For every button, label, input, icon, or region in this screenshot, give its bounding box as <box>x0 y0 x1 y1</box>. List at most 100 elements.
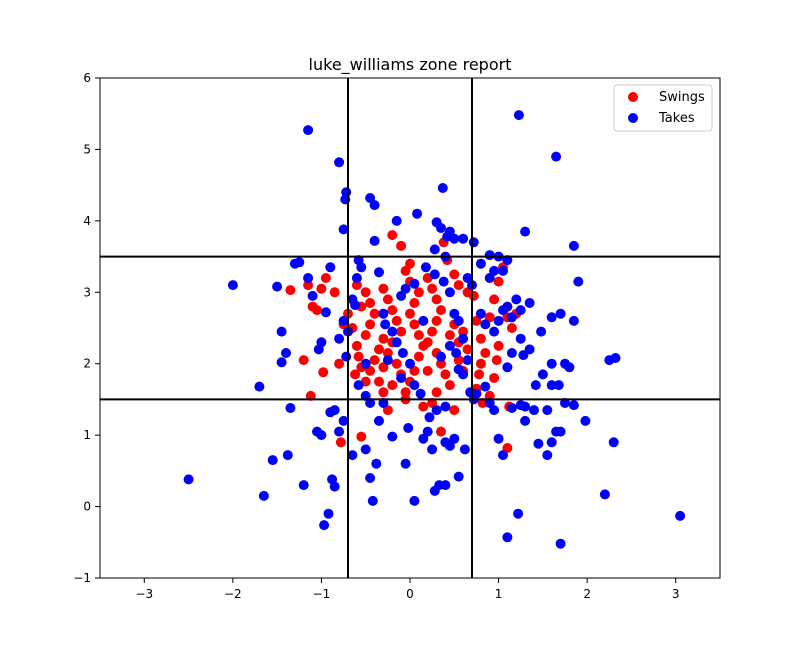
point-takes <box>498 265 508 276</box>
point-takes <box>227 280 238 291</box>
point-swings <box>320 273 331 283</box>
point-takes <box>397 348 408 358</box>
point-takes <box>438 276 449 287</box>
point-swings <box>353 351 364 362</box>
point-takes <box>400 458 411 469</box>
point-takes <box>440 401 451 412</box>
point-swings <box>427 326 438 337</box>
point-swings <box>285 285 296 296</box>
point-takes <box>367 495 378 506</box>
point-takes <box>453 471 464 482</box>
point-takes <box>506 403 517 413</box>
point-takes <box>444 340 455 351</box>
point-takes <box>303 125 314 136</box>
point-swings <box>396 326 407 337</box>
point-takes <box>353 380 364 391</box>
point-swings <box>298 355 309 366</box>
point-takes <box>319 520 330 531</box>
point-swings <box>350 369 361 380</box>
y-tick-label: 4 <box>83 214 91 228</box>
point-takes <box>254 381 265 392</box>
point-takes <box>350 300 361 311</box>
point-swings <box>356 431 367 442</box>
x-axis: −3 −2 −1 0 1 2 3 <box>135 578 680 601</box>
point-takes <box>356 262 367 273</box>
x-tick-label: 3 <box>672 587 680 601</box>
point-takes <box>437 183 448 193</box>
point-takes <box>325 262 336 273</box>
point-takes <box>334 333 345 344</box>
point-takes <box>555 538 566 549</box>
point-takes <box>258 490 269 501</box>
point-takes <box>365 193 376 203</box>
point-swings <box>365 365 376 376</box>
point-takes <box>409 495 420 506</box>
point-swings <box>462 344 473 355</box>
point-takes <box>530 380 541 391</box>
point-swings <box>396 240 407 251</box>
point-swings <box>409 298 420 308</box>
point-swings <box>329 287 340 298</box>
point-takes <box>537 369 548 380</box>
point-takes <box>316 430 327 441</box>
point-takes <box>444 440 455 451</box>
point-swings <box>378 333 389 344</box>
point-takes <box>493 433 504 444</box>
point-takes <box>502 532 513 543</box>
point-takes <box>468 237 479 248</box>
point-takes <box>378 398 389 408</box>
point-takes <box>515 400 526 411</box>
point-takes <box>391 337 402 348</box>
plot-area: −3 −2 −1 0 1 2 3 −1 0 1 2 3 4 5 6 <box>73 71 721 601</box>
point-takes <box>451 348 462 358</box>
point-swings <box>422 337 433 348</box>
point-takes <box>449 433 460 444</box>
point-takes <box>380 319 391 330</box>
point-swings <box>387 305 398 316</box>
legend-label-swings: Swings <box>659 90 705 105</box>
point-takes <box>351 273 362 283</box>
point-takes <box>418 315 429 326</box>
point-takes <box>338 315 349 326</box>
legend-marker-takes <box>628 113 638 123</box>
legend-box <box>613 84 713 132</box>
point-swings <box>378 283 389 294</box>
point-takes <box>498 450 508 461</box>
x-tick-label: 1 <box>495 587 503 601</box>
point-swings <box>400 265 411 276</box>
point-swings <box>413 351 424 362</box>
point-takes <box>436 351 446 362</box>
x-tick-label: −3 <box>135 587 153 601</box>
point-takes <box>546 437 557 448</box>
point-takes <box>515 305 526 316</box>
point-takes <box>334 426 345 437</box>
point-swings <box>369 355 380 366</box>
point-takes <box>334 157 345 168</box>
point-swings <box>365 319 376 330</box>
point-takes <box>553 380 564 391</box>
point-takes <box>580 415 591 426</box>
y-axis: −1 0 1 2 3 4 5 6 <box>73 71 100 585</box>
point-takes <box>415 388 426 399</box>
point-swings <box>374 376 384 387</box>
point-takes <box>533 438 544 449</box>
point-takes <box>484 250 495 261</box>
point-swings <box>431 387 442 398</box>
chart-title: luke_williams zone report <box>309 55 512 75</box>
point-swings <box>382 405 393 416</box>
point-takes <box>387 431 398 442</box>
legend-label-takes: Takes <box>658 111 695 126</box>
point-takes <box>303 273 314 283</box>
point-takes <box>420 262 431 273</box>
point-swings <box>351 340 362 351</box>
point-takes <box>374 415 384 426</box>
point-takes <box>513 110 524 121</box>
point-takes <box>403 423 414 433</box>
point-takes <box>369 235 380 246</box>
y-tick-label: 2 <box>83 357 91 371</box>
point-takes <box>298 480 309 491</box>
point-takes <box>610 353 621 363</box>
point-takes <box>444 287 455 298</box>
point-swings <box>405 308 415 319</box>
